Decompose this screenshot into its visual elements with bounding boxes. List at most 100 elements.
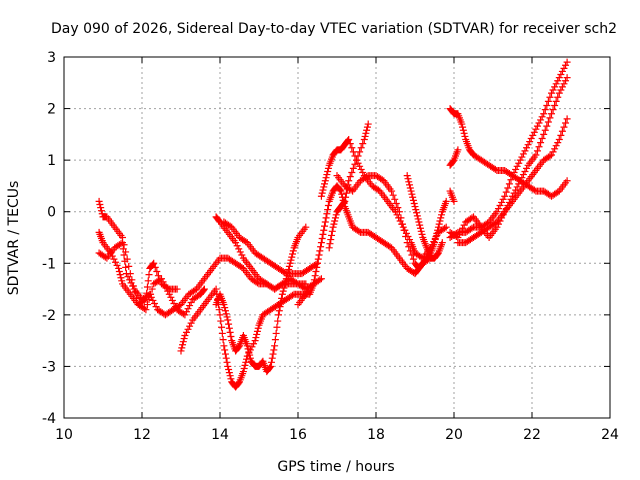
- data-point: [432, 232, 440, 240]
- data-point: [431, 239, 438, 247]
- data-point: [516, 177, 524, 185]
- data-point: [149, 296, 157, 304]
- data-point: [225, 320, 233, 328]
- data-point: [217, 317, 225, 325]
- data-point: [363, 173, 371, 181]
- data-point: [346, 140, 354, 148]
- data-point: [502, 188, 510, 196]
- data-point: [554, 77, 562, 85]
- data-point: [513, 183, 521, 191]
- data-point: [271, 342, 279, 350]
- data-point: [549, 86, 557, 94]
- data-point: [360, 136, 368, 144]
- x-tick-label: 24: [601, 427, 619, 443]
- data-point: [538, 134, 546, 142]
- data-point: [115, 264, 123, 272]
- data-point: [321, 177, 329, 185]
- data-point: [221, 350, 229, 358]
- data-point: [317, 239, 325, 247]
- data-point: [273, 323, 281, 331]
- data-point: [181, 311, 189, 319]
- data-point: [412, 206, 420, 214]
- data-point: [224, 316, 232, 324]
- data-point: [450, 197, 458, 205]
- data-point: [285, 262, 293, 270]
- data-point: [323, 210, 331, 218]
- data-point: [510, 169, 518, 177]
- data-point: [216, 311, 224, 319]
- data-point: [345, 177, 353, 185]
- data-point: [509, 172, 516, 180]
- data-point: [403, 172, 411, 180]
- data-point: [562, 119, 570, 127]
- data-point: [248, 343, 256, 351]
- data-point: [316, 247, 324, 255]
- data-point: [150, 300, 158, 308]
- data-point: [220, 342, 228, 350]
- data-point: [111, 258, 119, 266]
- data-point: [244, 345, 252, 353]
- data-point: [281, 269, 289, 277]
- data-point: [235, 379, 243, 387]
- data-point: [409, 196, 417, 204]
- data-point: [560, 123, 568, 131]
- data-point: [540, 110, 548, 118]
- data-point: [457, 227, 465, 235]
- y-tick-label: -2: [42, 308, 56, 324]
- data-point: [533, 122, 541, 130]
- data-point: [154, 272, 162, 280]
- data-point: [288, 253, 296, 261]
- data-point: [275, 307, 283, 315]
- data-point: [289, 247, 297, 255]
- data-point: [319, 230, 327, 238]
- data-point: [529, 131, 537, 139]
- data-point: [279, 287, 287, 295]
- y-axis-label: SDTVAR / TECUs: [6, 181, 22, 296]
- data-point: [406, 184, 414, 192]
- data-point: [182, 328, 190, 336]
- data-point: [562, 77, 570, 85]
- data-point: [400, 226, 408, 234]
- x-tick-label: 14: [211, 427, 229, 443]
- data-point: [122, 263, 130, 271]
- data-point: [145, 271, 153, 279]
- data-point: [538, 113, 546, 121]
- data-point: [142, 306, 150, 314]
- data-point: [515, 159, 523, 167]
- data-point: [327, 236, 335, 244]
- x-tick-label: 20: [445, 427, 463, 443]
- data-point: [226, 328, 234, 336]
- x-tick-label: 18: [367, 427, 385, 443]
- data-point: [225, 366, 233, 374]
- data-point: [312, 268, 320, 276]
- data-point: [554, 188, 562, 196]
- data-point: [521, 147, 529, 155]
- data-point: [543, 122, 551, 130]
- data-point: [554, 93, 562, 101]
- data-point: [236, 248, 244, 256]
- data-point: [121, 257, 129, 265]
- data-point: [436, 217, 444, 225]
- data-point: [543, 101, 551, 109]
- data-point: [252, 334, 260, 342]
- data-point: [222, 310, 230, 318]
- data-point: [310, 276, 318, 284]
- data-point: [418, 230, 426, 238]
- data-point: [251, 337, 259, 345]
- data-point: [496, 202, 504, 210]
- data-point: [186, 322, 194, 330]
- data-point: [461, 132, 469, 140]
- data-point: [321, 222, 329, 230]
- data-point: [416, 221, 424, 229]
- data-point: [563, 115, 571, 123]
- data-point: [521, 167, 529, 175]
- data-point: [328, 231, 336, 239]
- data-point: [449, 157, 457, 165]
- data-point: [549, 148, 557, 156]
- data-point: [224, 362, 232, 370]
- data-point: [332, 211, 340, 219]
- data-point: [551, 145, 559, 153]
- data-point: [221, 346, 229, 354]
- data-point: [555, 74, 563, 82]
- series-trace: [333, 172, 435, 272]
